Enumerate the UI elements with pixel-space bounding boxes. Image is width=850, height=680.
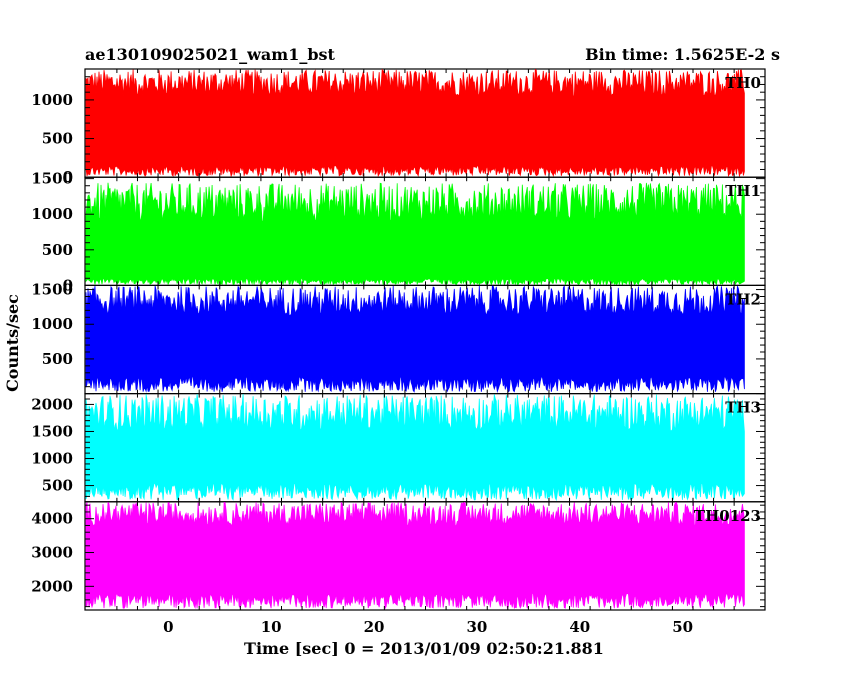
panel-th1: 0 500 1000 1500 TH1: [31, 170, 766, 294]
series-th0: [85, 69, 745, 178]
y-tick-label: 2000: [31, 577, 73, 595]
y-tick-label: 1500: [31, 422, 73, 440]
panel-label: TH0123: [694, 507, 761, 525]
panel-label: TH3: [725, 399, 761, 417]
panel-th0: 0 500 1000 TH0: [31, 68, 766, 186]
panels-group: 0 500 1000 TH0 0 500 1000 1500 TH1 500 1000 1500 TH2…: [31, 68, 766, 611]
y-tick-label: 0: [63, 168, 73, 186]
y-axis-label: Counts/sec: [3, 294, 22, 392]
panel-label: TH0: [725, 74, 761, 92]
y-tick-label: 500: [42, 477, 73, 495]
x-tick-label: 30: [467, 618, 488, 636]
x-axis-label: Time [sec] 0 = 2013/01/09 02:50:21.881: [244, 639, 604, 658]
y-tick-label: 1000: [31, 91, 73, 109]
y-tick-label: 1500: [31, 281, 73, 299]
y-tick-label: 4000: [31, 510, 73, 528]
x-tick-label: 40: [569, 618, 590, 636]
y-tick-label: 0: [63, 276, 73, 294]
y-tick-label: 1000: [31, 205, 73, 223]
y-tick-label: 3000: [31, 544, 73, 562]
y-tick-label: 500: [42, 241, 73, 259]
x-tick-label: 20: [364, 618, 385, 636]
panel-th0123: 2000 3000 4000 TH0123: [31, 501, 766, 611]
x-tick-label: 0: [163, 618, 173, 636]
panel-th2: 500 1000 1500 TH2: [31, 281, 766, 395]
y-tick-label: 1500: [31, 170, 73, 188]
x-tick-labels: 0 10 20 30 40 50: [163, 618, 693, 636]
series-th1: [85, 182, 745, 286]
chart-title: ae130109025021_wam1_bst: [85, 45, 336, 64]
y-tick-label: 500: [42, 130, 73, 148]
panel-label: TH2: [725, 290, 761, 308]
x-tick-label: 50: [672, 618, 693, 636]
series-th3: [85, 394, 745, 502]
y-tick-label: 2000: [31, 395, 73, 413]
panel-frame: [84, 501, 766, 611]
bin-time-label: Bin time: 1.5625E-2 s: [585, 45, 780, 64]
y-tick-label: 500: [42, 350, 73, 368]
series-th0123: [85, 501, 745, 610]
y-tick-label: 1000: [31, 450, 73, 468]
panel-label: TH1: [725, 182, 761, 200]
panel-th3: 500 1000 1500 2000 TH3: [31, 393, 766, 503]
x-tick-label: 10: [261, 618, 282, 636]
y-tick-label: 1000: [31, 315, 73, 333]
series-th2: [85, 285, 745, 394]
